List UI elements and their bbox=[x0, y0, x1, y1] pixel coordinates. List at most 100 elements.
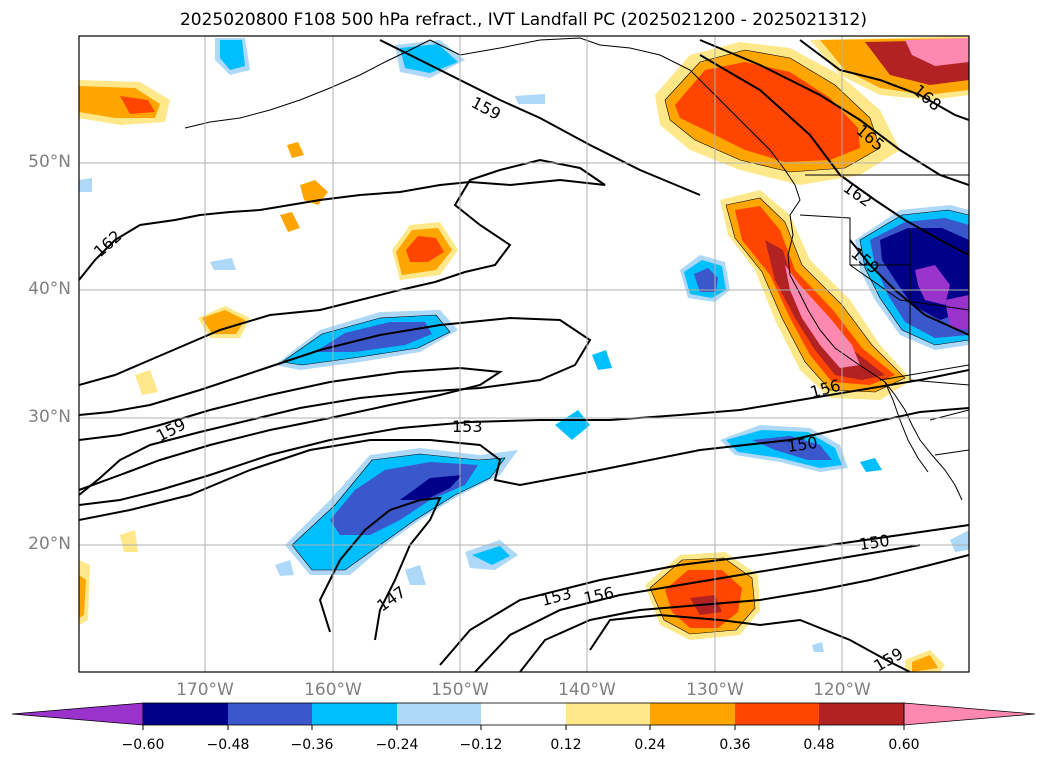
lat-label-30n: 30°N bbox=[28, 407, 71, 427]
fill-dot-light-1 bbox=[515, 94, 545, 104]
map-frame bbox=[78, 35, 970, 673]
lon-label-130w: 130°W bbox=[686, 680, 744, 700]
lon-label-160w: 160°W bbox=[304, 680, 362, 700]
contour-159-west bbox=[79, 316, 592, 496]
geopotential-contours bbox=[79, 39, 969, 672]
fill-great-basin-purple-2 bbox=[945, 295, 969, 330]
contour-162-east bbox=[699, 54, 969, 256]
fill-dot-light-3 bbox=[210, 258, 236, 270]
coastline-baja bbox=[884, 381, 929, 473]
fill-pacific-speck-1 bbox=[300, 180, 328, 205]
contour-156-south bbox=[519, 554, 969, 672]
fill-dot-light-5 bbox=[950, 530, 969, 552]
fill-pacific-speck-3 bbox=[287, 142, 304, 158]
lat-label-50n: 50°N bbox=[28, 152, 71, 172]
contour-159-north bbox=[379, 39, 701, 196]
lat-label-20n: 20°N bbox=[28, 534, 71, 554]
contour-156-west bbox=[79, 366, 503, 491]
fill-west-edge-orange bbox=[79, 575, 86, 618]
colorbar bbox=[11, 702, 1036, 730]
gridlines bbox=[79, 36, 969, 672]
colorbar-extend-high bbox=[903, 702, 1036, 726]
fill-ne-corner-pink bbox=[905, 38, 969, 66]
fill-ne-pacific-red bbox=[120, 96, 155, 114]
colorbar-swatch-darkred bbox=[819, 703, 904, 725]
border-us-mexico bbox=[879, 364, 969, 381]
fill-mid-red bbox=[406, 236, 444, 262]
fill-dot-cyan-2 bbox=[592, 350, 612, 370]
contour-153 bbox=[79, 369, 969, 506]
colorbar-swatch-red bbox=[735, 703, 819, 725]
contour-159-southeast bbox=[589, 613, 911, 672]
outline-ca bbox=[725, 197, 906, 393]
colorbar-frame bbox=[142, 702, 905, 726]
lon-label-150w: 150°W bbox=[431, 680, 489, 700]
lon-label-170w: 170°W bbox=[176, 680, 234, 700]
fill-dot-light-7 bbox=[405, 565, 426, 585]
colorbar-swatch-white bbox=[481, 703, 566, 725]
fill-dot-light-6 bbox=[275, 560, 294, 576]
colorbar-label-0-36: 0.36 bbox=[719, 737, 751, 753]
outline-south bbox=[649, 557, 756, 635]
colorbar-label-neg-0-48: −0.48 bbox=[206, 737, 250, 753]
colorbar-label-0-12: 0.12 bbox=[550, 737, 582, 753]
contour-150-south bbox=[439, 524, 969, 666]
fill-ca-pink bbox=[785, 265, 860, 368]
fill-se-corner-orange bbox=[912, 655, 938, 672]
figure-title: 2025020800 F108 500 hPa refract., IVT La… bbox=[179, 10, 867, 30]
colorbar-label-neg-0-60: −0.60 bbox=[121, 737, 165, 753]
fill-dot-light-8 bbox=[812, 642, 824, 652]
colorbar-swatch-lightblue bbox=[397, 703, 481, 725]
contour-162-west bbox=[79, 158, 606, 386]
colorbar-label-neg-0-12: −0.12 bbox=[459, 737, 503, 753]
contour-150 bbox=[79, 407, 969, 521]
contour-label-150-south: 150 bbox=[858, 531, 891, 554]
contour-label-150-mid: 150 bbox=[786, 433, 819, 456]
fill-dot-cyan-3 bbox=[472, 546, 510, 565]
fill-ca-darkred bbox=[765, 240, 885, 380]
outline-great-basin bbox=[859, 209, 969, 346]
colorbar-swatch-yellow bbox=[566, 703, 650, 725]
fill-great-basin-purple bbox=[915, 265, 950, 305]
contour-147 bbox=[318, 496, 442, 641]
contour-168 bbox=[799, 39, 969, 121]
colorbar-label-0-48: 0.48 bbox=[803, 737, 835, 753]
coastline-bc-wa bbox=[787, 184, 963, 501]
fill-dot-cyan-4 bbox=[860, 458, 882, 472]
outline-central bbox=[291, 453, 506, 571]
colorbar-swatch-cyan bbox=[312, 703, 397, 725]
fill-mid-east-blue bbox=[694, 268, 718, 292]
fill-outlines bbox=[281, 49, 969, 635]
contour-153-south bbox=[474, 544, 921, 672]
colorbar-swatch-navy bbox=[143, 703, 228, 725]
coastline-alaska bbox=[429, 37, 796, 186]
lon-label-140w: 140°W bbox=[558, 680, 616, 700]
lat-label-40n: 40°N bbox=[28, 279, 71, 299]
colorbar-ticks bbox=[142, 725, 905, 730]
contour-165 bbox=[699, 39, 969, 186]
outline-west-band bbox=[281, 314, 451, 366]
fill-dot-light-4 bbox=[79, 178, 92, 192]
colorbar-label-neg-0-24: −0.24 bbox=[375, 737, 419, 753]
coastline-aleutians bbox=[184, 39, 431, 129]
fill-west-small-orange bbox=[202, 310, 245, 334]
positive-anomaly-fills bbox=[79, 36, 969, 672]
fill-alaska-cool bbox=[400, 44, 458, 73]
colorbar-swatch-orange bbox=[650, 703, 735, 725]
colorbar-label-0-60: 0.60 bbox=[888, 737, 920, 753]
colorbar-label-neg-0-36: −0.36 bbox=[290, 737, 334, 753]
fill-pacific-speck-5 bbox=[120, 530, 138, 552]
colorbar-label-0-24: 0.24 bbox=[634, 737, 666, 753]
colorbar-extend-low bbox=[11, 702, 144, 726]
negative-anomaly-fills bbox=[79, 38, 969, 652]
lon-label-120w: 120°W bbox=[813, 680, 871, 700]
fill-pacific-speck-4 bbox=[135, 370, 158, 395]
colorbar-swatch-blue bbox=[228, 703, 312, 725]
fill-nw-cool bbox=[220, 40, 245, 70]
fill-pnw-red bbox=[675, 62, 860, 162]
fill-pacific-speck-2 bbox=[280, 212, 300, 232]
contour-label-153-mid: 153 bbox=[452, 417, 483, 436]
border-states bbox=[799, 214, 969, 386]
fill-central-navy bbox=[400, 475, 462, 500]
